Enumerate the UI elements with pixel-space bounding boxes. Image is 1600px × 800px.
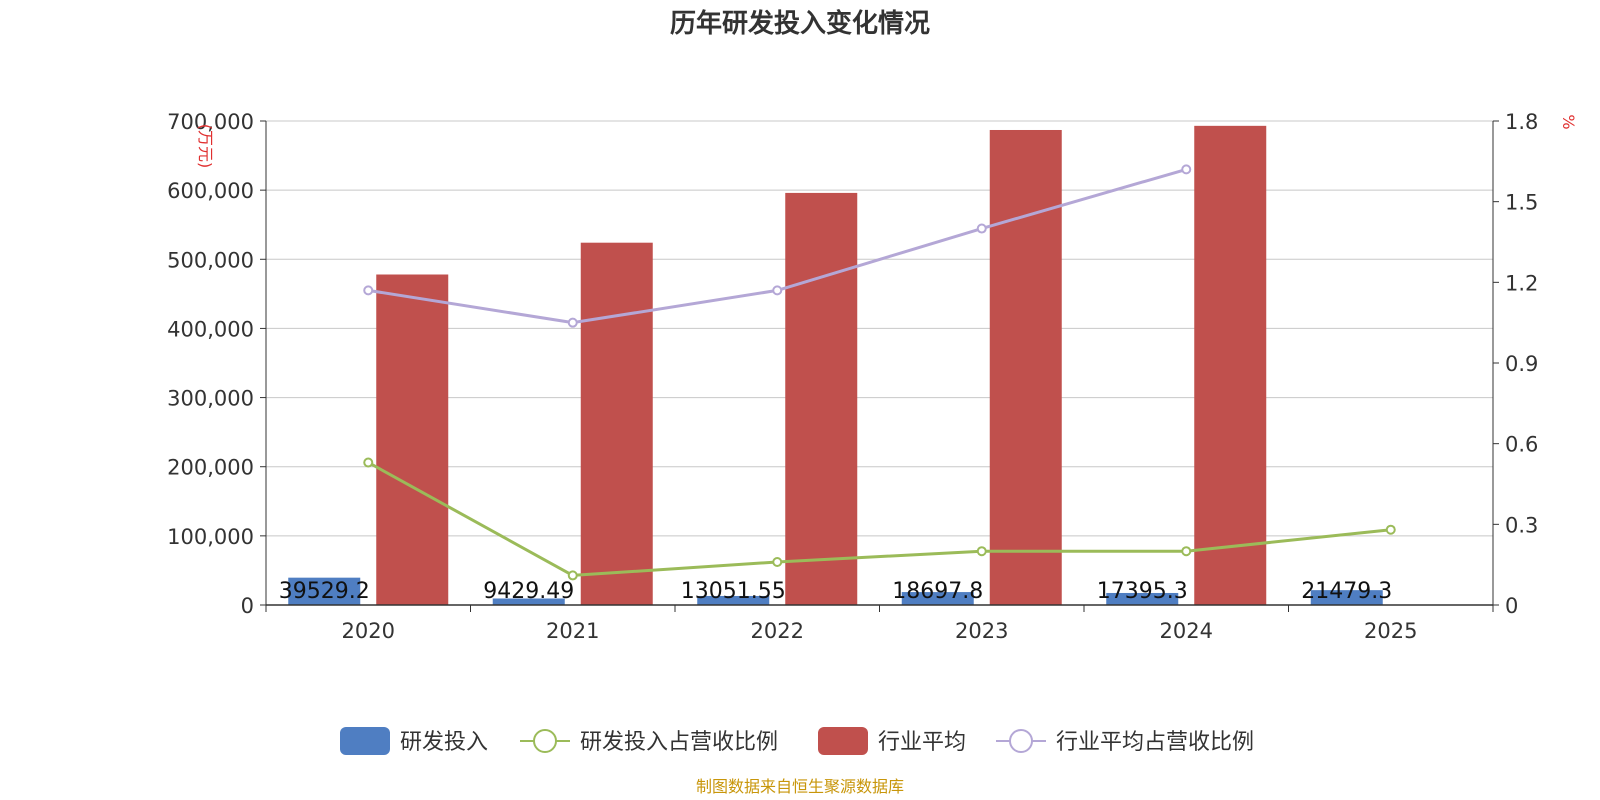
x-axis-tick-label: 2023 [955,619,1008,643]
rd-ratio-point [1181,546,1192,557]
legend: 研发投入 研发投入占营收比例 行业平均 行业平均占营收比例 [340,727,1254,755]
rd-investment-bar [492,598,565,605]
industry-average-bar [580,242,653,606]
right-axis-tick-label: 0.3 [1505,513,1538,537]
left-axis-tick-label: 400,000 [167,317,254,341]
x-axis-tick-label: 2021 [546,619,599,643]
rd-investment-value-label: 17395.3 [1097,579,1188,604]
rd-ratio-point [772,556,783,567]
left-axis-tick-label: 0 [241,594,254,618]
rd-ratio-point [1385,524,1396,535]
right-axis-tick-label: 1.2 [1505,271,1538,295]
x-axis-tick-label: 2022 [751,619,804,643]
legend-rd-ratio: 研发投入占营收比例 [520,729,778,755]
legend-rd-investment: 研发投入 [340,727,488,755]
rd-investment-bar [1106,592,1179,605]
left-axis-unit: (万元) [196,124,215,169]
rd-ratio-point [363,457,374,468]
industry-average-bar [785,192,858,605]
industry-average-bar [1194,125,1267,605]
rd-investment-bar [1310,590,1383,605]
ratio-lines [363,164,1396,581]
data-labels: 39529.2 9429.49 13051.55 18697.8 17395.3 2147… [279,579,1392,604]
legend-industry-ratio-label: 行业平均占营收比例 [1056,730,1254,755]
industry-ratio-point [363,285,374,296]
legend-rd-ratio-label: 研发投入占营收比例 [580,730,778,755]
left-axis-tick-label: 700,000 [167,110,254,134]
legend-rd-investment-swatch [340,727,390,755]
rd-investment-value-label: 21479.3 [1301,579,1392,604]
left-axis-tick-label: 500,000 [167,248,254,272]
industry-ratio-point [772,285,783,296]
axes: 0 100,000 200,000 300,000 400,000 500,000 600,… [167,110,1538,643]
left-axis-tick-label: 200,000 [167,456,254,480]
rd-investment-value-label: 9429.49 [483,579,574,604]
left-axis-tick-label: 300,000 [167,387,254,411]
x-axis-tick-label: 2020 [342,619,395,643]
legend-industry-average: 行业平均 [818,727,966,755]
grid-lines [266,120,1493,606]
right-axis-tick-label: 0 [1505,594,1518,618]
x-axis-tick-label: 2025 [1364,619,1417,643]
rd-investment-bar [697,595,770,605]
legend-industry-average-swatch [818,727,868,755]
chart-title: 历年研发投入变化情况 [670,8,930,39]
industry-ratio-point [976,223,987,234]
left-axis-tick-label: 100,000 [167,525,254,549]
industry-ratio-point [1181,164,1192,175]
rd-investment-value-label: 39529.2 [279,579,370,604]
right-axis-tick-label: 0.9 [1505,352,1538,376]
industry-average-bar [989,129,1062,605]
right-axis-unit: % [1559,114,1578,129]
legend-rd-ratio-swatch-marker [533,729,557,753]
legend-industry-average-label: 行业平均 [878,730,966,755]
industry-ratio-line [368,167,1187,325]
bars [288,125,1383,606]
right-axis-tick-label: 1.8 [1505,110,1538,134]
rd-ratio-line [367,461,1391,577]
rd-investment-bar [288,577,361,605]
rd-investment-value-label: 13051.55 [681,579,786,604]
industry-average-bar [376,274,449,605]
rd-investment-value-label: 18697.8 [892,579,983,604]
right-axis-tick-label: 0.6 [1505,433,1538,457]
industry-ratio-point [567,317,578,328]
legend-industry-ratio: 行业平均占营收比例 [996,729,1254,755]
source-note: 制图数据来自恒生聚源数据库 [696,777,904,796]
x-axis-tick-label: 2024 [1160,619,1213,643]
legend-rd-investment-label: 研发投入 [400,730,488,755]
right-axis-tick-label: 1.5 [1505,191,1538,215]
left-axis-tick-label: 600,000 [167,179,254,203]
rd-investment-bar [901,592,974,605]
rd-ratio-point [976,546,987,557]
rd-ratio-point [567,570,578,581]
legend-industry-ratio-swatch-marker [1009,729,1033,753]
